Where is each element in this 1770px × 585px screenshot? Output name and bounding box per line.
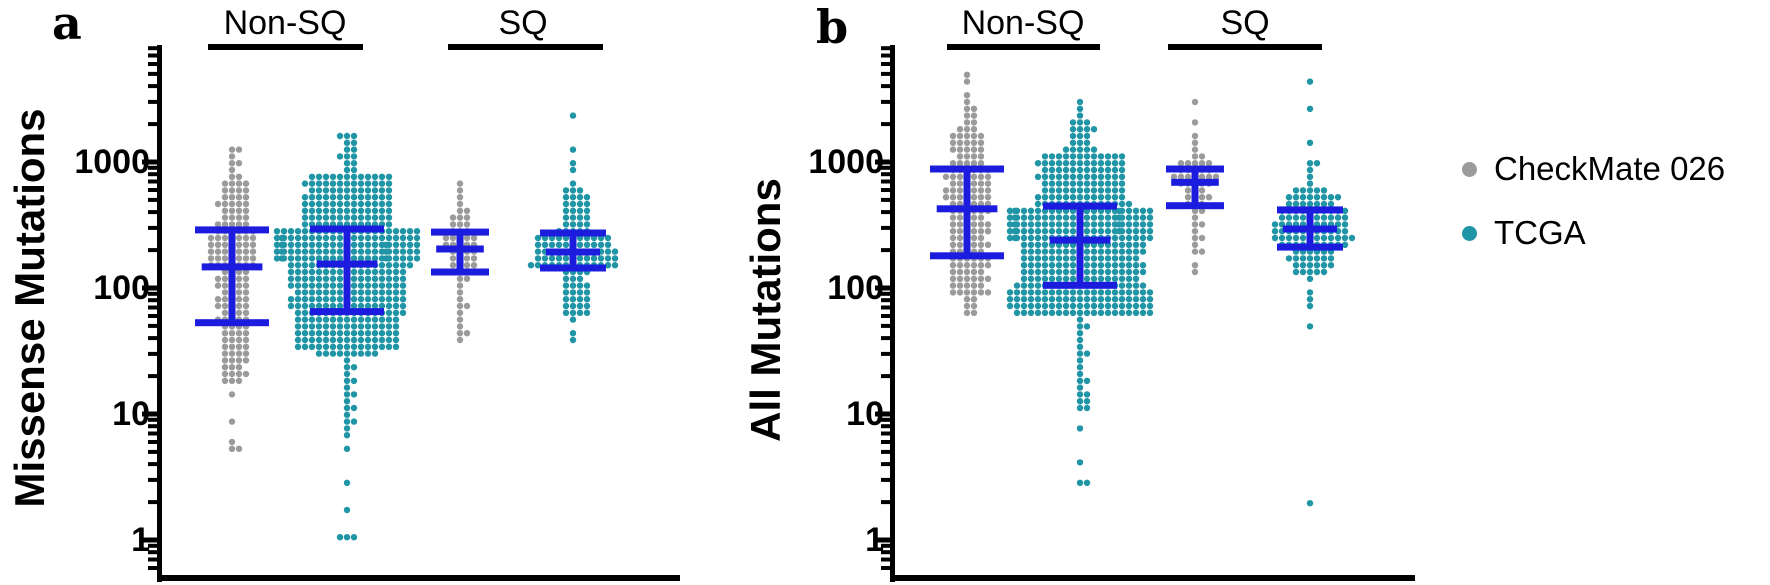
ytick-b-10: 10	[846, 395, 884, 433]
ytick-b-1000: 1000	[808, 143, 884, 181]
group-label-a-sq: SQ	[498, 4, 548, 42]
y-axis-title-a: Missense Mutations	[6, 108, 53, 508]
legend-item-tcga: TCGA	[1462, 211, 1725, 255]
legend-item-checkmate: CheckMate 026	[1462, 147, 1725, 191]
panel-letter-a: a	[52, 0, 82, 50]
ytick-b-1: 1	[865, 521, 884, 559]
group-label-b-nonsq: Non-SQ	[961, 4, 1085, 42]
group-label-a-nonsq: Non-SQ	[223, 4, 347, 42]
panel-letter-b: b	[816, 0, 849, 54]
ytick-a-1000: 1000	[74, 143, 150, 181]
checkmate-dot-icon	[1462, 161, 1477, 177]
ytick-a-10: 10	[112, 395, 150, 433]
y-axis-title-b: All Mutations	[742, 178, 789, 442]
ytick-b-100: 100	[827, 269, 884, 307]
ytick-a-1: 1	[131, 521, 150, 559]
ytick-a-100: 100	[93, 269, 150, 307]
legend: CheckMate 026 TCGA	[1462, 147, 1725, 275]
legend-label-tcga: TCGA	[1494, 214, 1586, 251]
tcga-dot-icon	[1462, 225, 1477, 241]
legend-label-checkmate: CheckMate 026	[1494, 150, 1726, 187]
group-label-b-sq: SQ	[1220, 4, 1270, 42]
